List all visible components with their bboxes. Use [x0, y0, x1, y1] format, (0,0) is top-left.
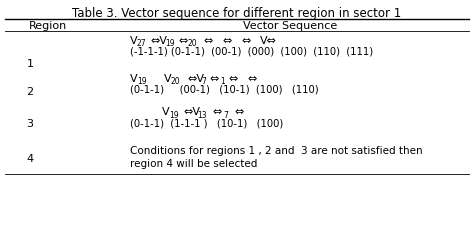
Text: 13: 13	[197, 111, 207, 119]
Text: 19: 19	[137, 77, 146, 86]
Text: ⇔: ⇔	[212, 107, 221, 117]
Text: 3: 3	[27, 119, 34, 129]
Text: V: V	[164, 74, 172, 84]
Text: ⇔V: ⇔V	[187, 74, 204, 84]
Text: ⇔: ⇔	[203, 36, 212, 46]
Text: 19: 19	[169, 111, 179, 119]
Text: 1: 1	[27, 59, 34, 69]
Text: ⇔: ⇔	[209, 74, 219, 84]
Text: ⇔V: ⇔V	[150, 36, 167, 46]
Text: 4: 4	[27, 154, 34, 164]
Text: ⇔: ⇔	[222, 36, 231, 46]
Text: Table 3. Vector sequence for different region in sector 1: Table 3. Vector sequence for different r…	[73, 7, 401, 20]
Text: 20: 20	[171, 77, 181, 86]
Text: 7: 7	[223, 111, 228, 119]
Text: (0-1-1)  (1-1-1 )   (10-1)   (100): (0-1-1) (1-1-1 ) (10-1) (100)	[130, 118, 283, 128]
Text: V: V	[130, 36, 137, 46]
Text: 27: 27	[137, 39, 146, 49]
Text: (-1-1-1) (0-1-1)  (00-1)  (000)  (100)  (110)  (111): (-1-1-1) (0-1-1) (00-1) (000) (100) (110…	[130, 47, 373, 57]
Text: Conditions for regions 1 , 2 and  3 are not satisfied then: Conditions for regions 1 , 2 and 3 are n…	[130, 146, 423, 156]
Text: ⇔: ⇔	[247, 74, 256, 84]
Text: 19: 19	[165, 39, 174, 49]
Text: V⇔: V⇔	[260, 36, 277, 46]
Text: ⇔: ⇔	[234, 107, 243, 117]
Text: ⇔: ⇔	[178, 36, 187, 46]
Text: ⇔: ⇔	[228, 74, 237, 84]
Text: V: V	[162, 107, 170, 117]
Text: region 4 will be selected: region 4 will be selected	[130, 159, 257, 169]
Text: ⇔: ⇔	[241, 36, 250, 46]
Text: V: V	[130, 74, 137, 84]
Text: ⇔V: ⇔V	[183, 107, 200, 117]
Text: Region: Region	[29, 21, 67, 31]
Text: (0-1-1)     (00-1)   (10-1)  (100)   (110): (0-1-1) (00-1) (10-1) (100) (110)	[130, 85, 319, 95]
Text: 1: 1	[220, 77, 225, 86]
Text: Vector Sequence: Vector Sequence	[243, 21, 337, 31]
Text: 20: 20	[188, 39, 198, 49]
Text: 7: 7	[201, 77, 206, 86]
Text: 2: 2	[27, 87, 34, 97]
